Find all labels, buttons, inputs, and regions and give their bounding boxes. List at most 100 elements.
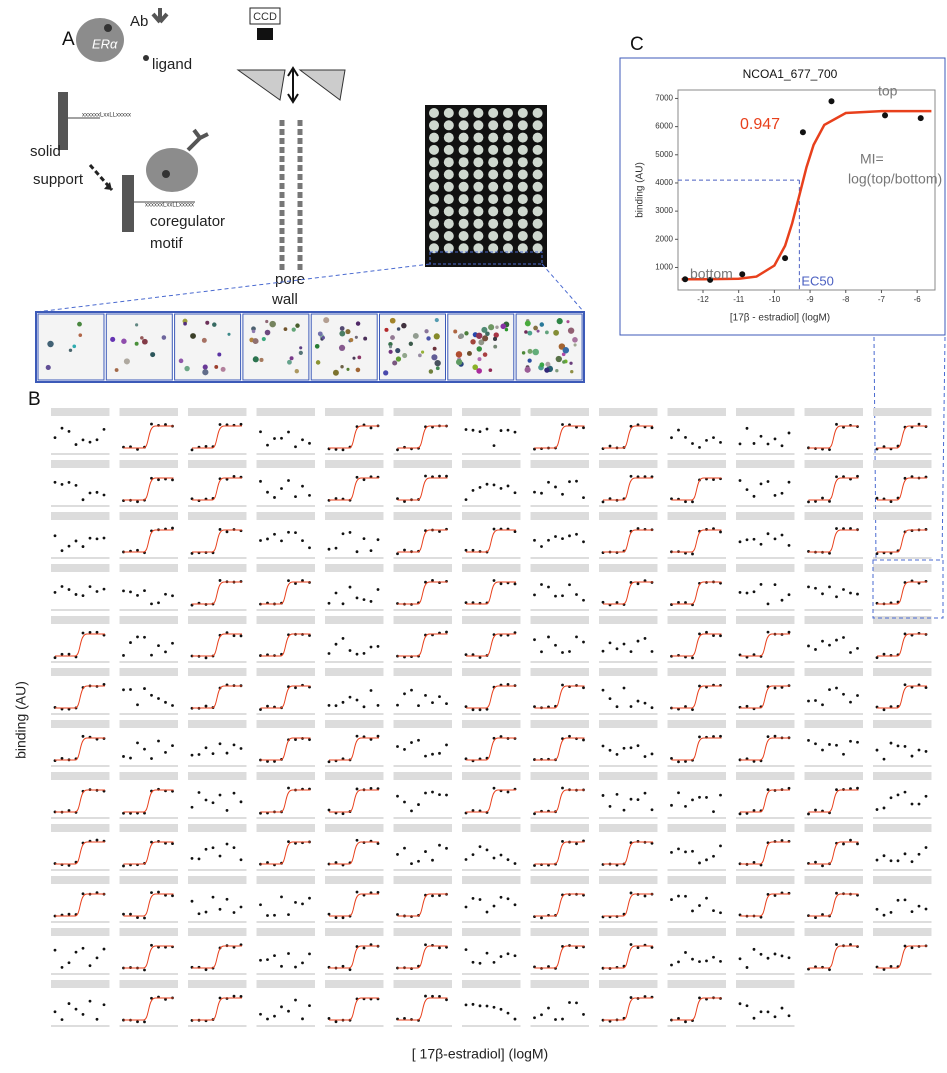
thumb-header: [599, 460, 658, 468]
thumb-curve: [55, 686, 105, 708]
thumb-header: [51, 772, 110, 780]
thumb-dot: [514, 530, 517, 533]
thumb-header: [120, 668, 179, 676]
thumb-dot: [540, 916, 543, 919]
thumb-dot: [712, 478, 715, 481]
thumb-curve: [809, 946, 859, 968]
thumb-dot: [472, 1003, 475, 1006]
strip-spot: [434, 360, 440, 366]
thumb-header: [805, 824, 864, 832]
strip-spot: [495, 326, 498, 329]
thumb-curve: [124, 478, 174, 500]
thumb-dot: [630, 475, 633, 478]
thumb-header: [188, 564, 247, 572]
thumb-dot: [814, 916, 817, 919]
thumb-dot: [136, 500, 139, 503]
thumb-dot: [712, 735, 715, 738]
thumb-dot: [96, 590, 99, 593]
strip-spot: [184, 366, 189, 371]
thumb-dot: [561, 651, 564, 654]
thumb-dot: [670, 436, 673, 439]
thumb-dot: [876, 808, 879, 811]
thumb-dot: [609, 641, 612, 644]
thumb-dot: [136, 703, 139, 706]
thumb-dot: [739, 540, 742, 543]
thumb-dot: [849, 740, 852, 743]
strip-spot: [292, 328, 296, 332]
plate-well: [459, 231, 469, 241]
thumb-dot: [712, 956, 715, 959]
thumb-curve: [535, 790, 585, 812]
thumb-dot: [328, 1017, 331, 1020]
thumb-dot: [684, 805, 687, 808]
thumb-dot: [807, 500, 810, 503]
thumb-header: [188, 512, 247, 520]
thumb-curve: [603, 530, 653, 552]
plate-well: [518, 194, 528, 204]
strip-spot: [299, 351, 303, 355]
plate-well: [488, 157, 498, 167]
thumb-header: [394, 876, 453, 884]
thumb-header: [325, 564, 384, 572]
thumb-curve: [603, 478, 653, 500]
strip-spot: [390, 318, 396, 324]
thumb-curve: [466, 582, 516, 604]
strip-spot: [476, 333, 482, 339]
strip-spot: [493, 345, 497, 349]
thumb-header: [805, 460, 864, 468]
thumb-curve: [124, 894, 174, 916]
thumb-dot: [342, 701, 345, 704]
plate-well: [459, 145, 469, 155]
thumb-dot: [233, 792, 236, 795]
thumb-curve: [672, 582, 722, 604]
data-point: [739, 271, 745, 277]
strip-spot: [483, 352, 488, 357]
thumb-header: [668, 876, 727, 884]
thumb-dot: [54, 656, 57, 659]
strip-spot: [135, 323, 138, 326]
plate-well: [488, 170, 498, 180]
plate-well: [429, 145, 439, 155]
thumb-dot: [540, 583, 543, 586]
thumb-dot: [122, 589, 125, 592]
thumb-curve: [192, 478, 242, 500]
thumb-dot: [438, 844, 441, 847]
thumb-dot: [651, 426, 654, 429]
thumb-dot: [897, 899, 900, 902]
thumb-header: [462, 616, 521, 624]
plate-well: [459, 206, 469, 216]
thumb-curve: [329, 478, 379, 500]
thumb-dot: [904, 791, 907, 794]
thumb-dot: [61, 585, 64, 588]
thumb-dot: [377, 704, 380, 707]
thumb-dot: [493, 787, 496, 790]
strip-spot: [539, 362, 544, 367]
thumb-dot: [75, 1008, 78, 1011]
thumb-dot: [363, 947, 366, 950]
y-tick-label: 4000: [655, 178, 673, 187]
thumb-dot: [547, 1007, 550, 1010]
strip-spot: [179, 359, 184, 364]
thumb-header: [805, 720, 864, 728]
thumb-curve: [535, 894, 585, 916]
thumb-dot: [684, 895, 687, 898]
strip-spot: [115, 368, 119, 372]
thumb-dot: [883, 708, 886, 711]
thumb-dot: [273, 496, 276, 499]
thumb-dot: [719, 634, 722, 637]
thumb-header: [462, 564, 521, 572]
x-tick-label: -9: [807, 295, 815, 304]
plate-well: [533, 108, 543, 118]
thumb-dot: [308, 897, 311, 900]
plate-well: [533, 194, 543, 204]
strip-spot: [540, 322, 545, 327]
thumb-dot: [122, 688, 125, 691]
thumb-dot: [842, 753, 845, 756]
strip-spot: [287, 360, 292, 365]
thumb-header: [668, 772, 727, 780]
plate-well: [459, 219, 469, 229]
strip-spot: [78, 333, 82, 337]
thumb-curve: [261, 582, 311, 604]
strip-spot: [545, 331, 549, 335]
thumb-dot: [602, 650, 605, 653]
